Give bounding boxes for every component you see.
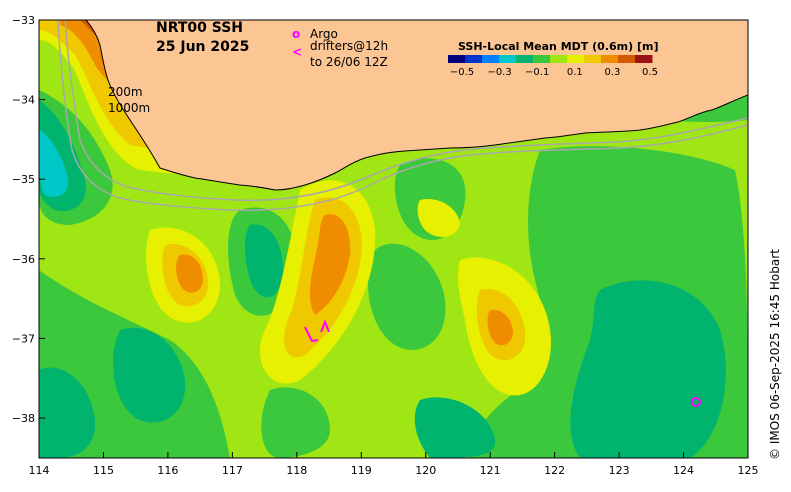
y-tick-label: −35 — [12, 173, 35, 186]
drifter-track — [304, 326, 319, 343]
x-tick-label: 124 — [673, 464, 694, 477]
argo-legend-symbol: o — [292, 27, 300, 41]
x-tick-label: 118 — [286, 464, 307, 477]
map-title-line1: NRT00 SSH — [156, 20, 243, 36]
y-axis: −33 −34 −35 −36 −37 −38 — [12, 14, 45, 425]
y-tick-label: −37 — [12, 332, 35, 345]
colorbar-tick-label: 0.1 — [567, 67, 583, 78]
ssh-dark-green-regions — [39, 100, 726, 458]
credit-text: © IMOS 06-Sep-2025 16:45 Hobart — [768, 249, 782, 460]
colorbar-title: SSH-Local Mean MDT (0.6m) [m] — [458, 40, 658, 53]
y-tick-label: −34 — [12, 94, 35, 107]
colorbar-tick-label: 0.5 — [642, 67, 658, 78]
plot-frame — [38, 19, 749, 459]
x-tick-label: 116 — [157, 464, 178, 477]
colorbar-swatch — [635, 55, 653, 63]
x-axis: 114 115 116 117 118 119 120 121 122 123 124 125 — [29, 452, 759, 477]
colorbar-swatch — [516, 55, 534, 63]
drifter-legend-label-1: drifters@12h — [310, 39, 388, 53]
drifter-tracks — [304, 319, 330, 343]
x-tick-label: 125 — [738, 464, 759, 477]
argo-legend-label: Argo — [310, 27, 338, 41]
colorbar-swatch — [584, 55, 602, 63]
colorbar-tick-label: −0.3 — [487, 67, 511, 78]
colorbar-swatch — [482, 55, 500, 63]
colorbar-ticks: −0.5 −0.3 −0.1 0.1 0.3 0.5 — [450, 67, 658, 78]
isobath-lines — [57, 20, 748, 212]
x-tick-label: 121 — [480, 464, 501, 477]
x-tick-label: 122 — [544, 464, 565, 477]
argo-floats — [691, 397, 701, 407]
y-tick-label: −36 — [12, 253, 35, 266]
ssh-cyan-core — [39, 130, 69, 197]
x-tick-label: 117 — [222, 464, 243, 477]
map-title-line2: 25 Jun 2025 — [156, 39, 249, 55]
drifter-track — [320, 319, 330, 333]
colorbar: SSH-Local Mean MDT (0.6m) [m] −0.5 −0.3 −0… — [448, 40, 658, 78]
colorbar-tick-label: 0.3 — [604, 67, 620, 78]
x-tick-label: 115 — [93, 464, 114, 477]
colorbar-swatch — [550, 55, 568, 63]
drifter-legend-symbol: < — [292, 45, 302, 59]
colorbar-swatch — [465, 55, 483, 63]
x-tick-label: 123 — [609, 464, 630, 477]
colorbar-swatch — [499, 55, 517, 63]
colorbar-swatch — [618, 55, 636, 63]
argo-float — [691, 397, 701, 407]
colorbar-tick-label: −0.1 — [525, 67, 549, 78]
colorbar-swatch — [567, 55, 585, 63]
isobath-label-1000m: 1000m — [108, 101, 150, 115]
map-plot-area — [39, 20, 748, 458]
x-tick-label: 119 — [351, 464, 372, 477]
isobath-label-200m: 200m — [108, 85, 143, 99]
colorbar-swatches — [448, 55, 653, 63]
x-tick-label: 114 — [29, 464, 50, 477]
drifter-legend-label-2: to 26/06 12Z — [310, 55, 388, 69]
colorbar-swatch — [533, 55, 551, 63]
x-tick-label: 120 — [415, 464, 436, 477]
colorbar-swatch — [601, 55, 619, 63]
y-tick-label: −33 — [12, 14, 35, 27]
colorbar-swatch — [448, 55, 466, 63]
y-tick-label: −38 — [12, 412, 35, 425]
colorbar-tick-label: −0.5 — [450, 67, 474, 78]
